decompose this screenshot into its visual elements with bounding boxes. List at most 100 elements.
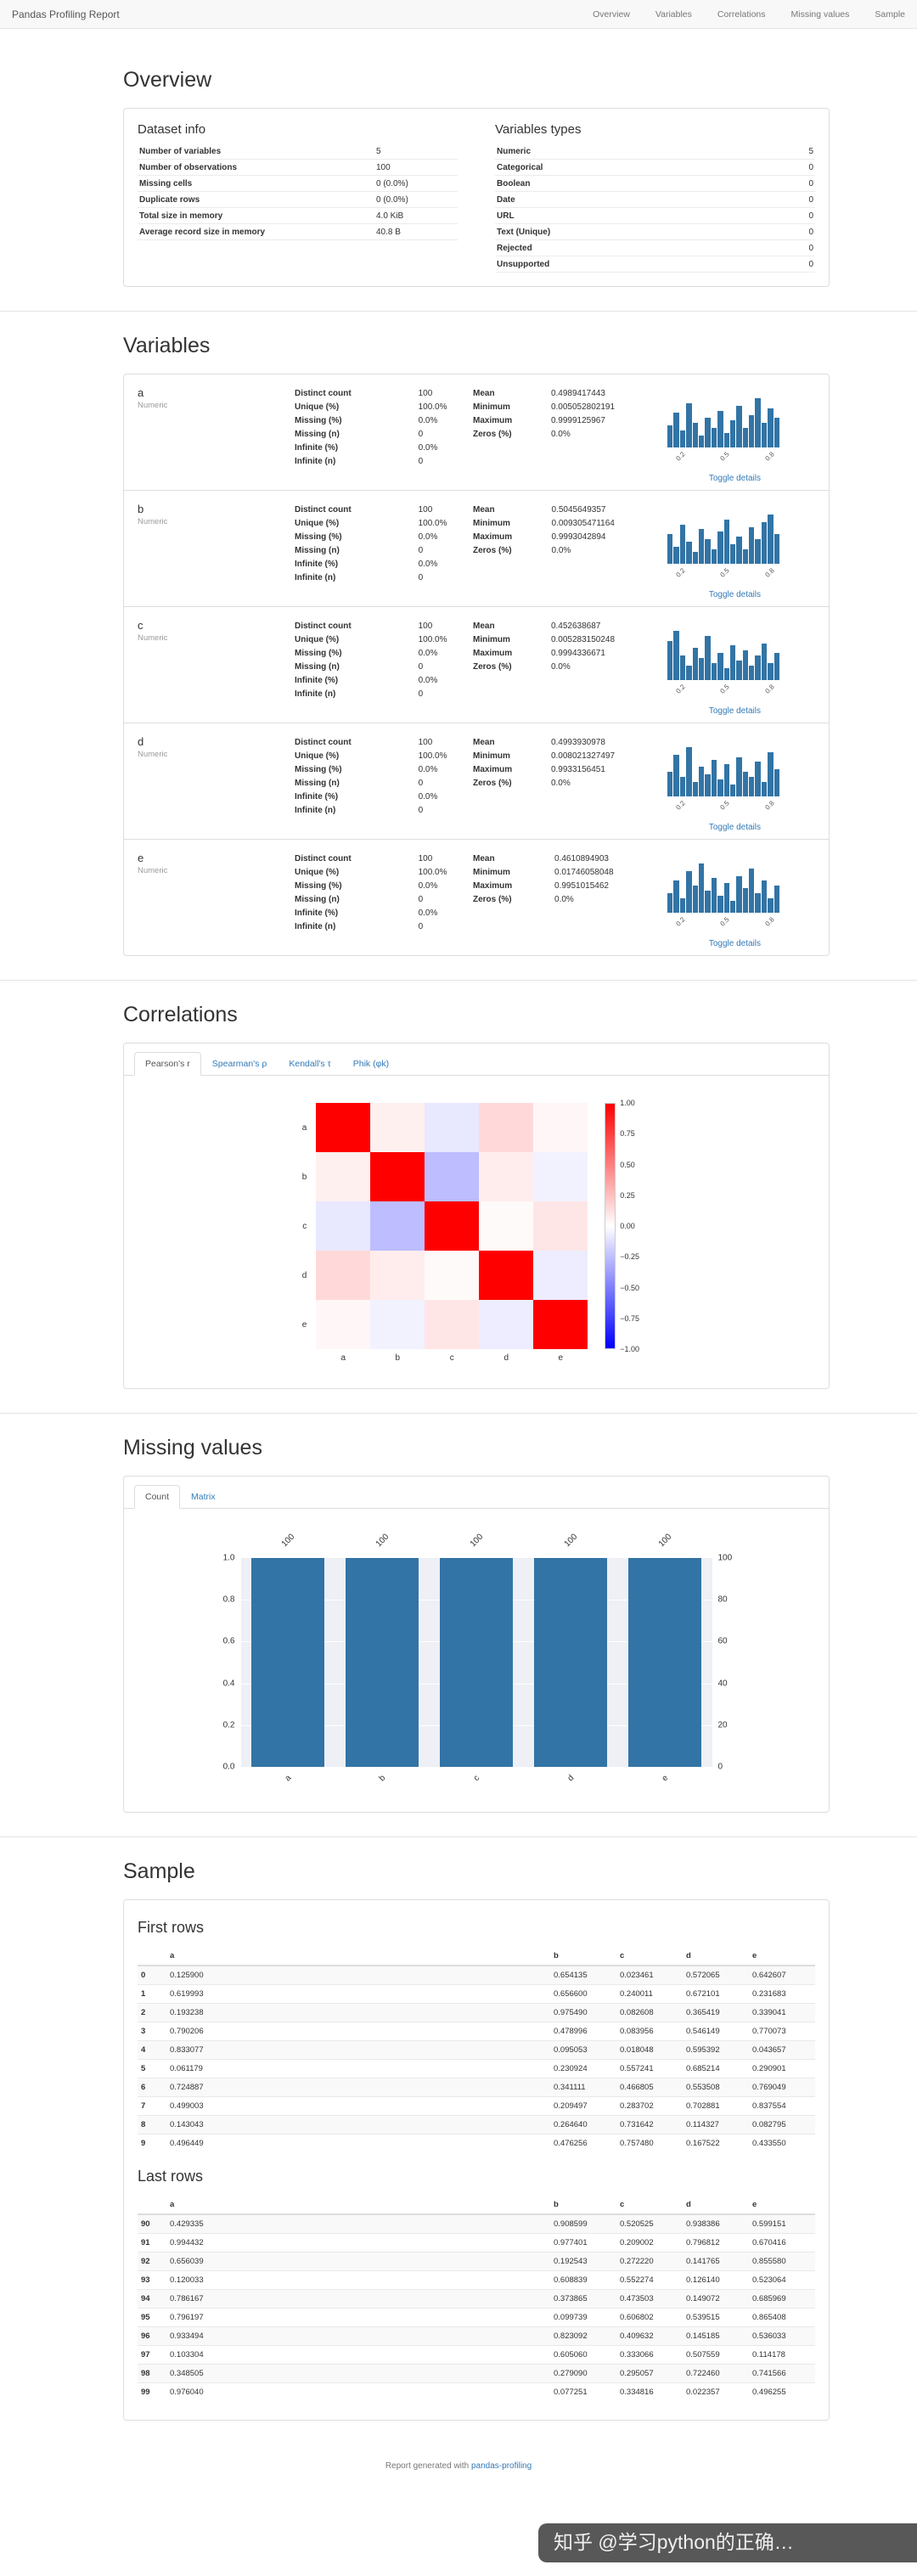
stat-value: 0 [418,429,424,439]
table-row: 98 0.348505 0.279090 0.295057 0.722460 0.7415… [138,2364,815,2383]
info-row: Text (Unique) 0 [495,223,815,240]
heatmap-cell [370,1201,425,1251]
info-value: 0 [731,207,815,224]
cell: 0.409632 [620,2331,654,2341]
cell: 0.120033 [170,2275,204,2285]
variable-stats-table-1: Distinct count 100 Unique (%) 100.0% Missing… [295,503,473,584]
cell: 0.279090 [554,2369,588,2378]
stat-label: Missing (n) [295,778,340,788]
cell: 0.125900 [170,1971,204,1980]
histogram-bar [749,415,755,447]
variable-name-col: d Numeric [138,735,295,817]
histogram-ticks: 0.2 0.5 0.8 [674,450,775,462]
stat-value: 0 [418,921,424,931]
heatmap-col-label: a [340,1353,346,1363]
nav-link-sample[interactable]: Sample [875,8,905,20]
tab-matrix[interactable]: Matrix [191,1492,216,1502]
cell: 0.339041 [752,2008,786,2017]
toggle-details-button[interactable]: Toggle details [708,474,761,483]
histogram-ticks: 0.2 0.5 0.8 [674,566,775,578]
colorbar-tick-label: −0.75 [620,1313,640,1323]
stat-value: 100.0% [418,751,447,761]
tab-phik-φk[interactable]: Phik (φk) [352,1059,390,1069]
histogram-ticks: 0.2 0.5 0.8 [674,915,776,928]
column-header: e [749,2196,815,2215]
toggle-details-button[interactable]: Toggle details [708,939,761,948]
cell: 0.654135 [554,1971,588,1980]
tab-kendall-s-τ[interactable]: Kendall's τ [289,1059,331,1069]
info-row: Numeric 5 [495,143,815,160]
cell: 0.908599 [554,2219,588,2229]
cell: 0.373865 [554,2294,588,2303]
stat-value: 0.0% [418,908,438,918]
heatmap-row-label: a [301,1122,307,1133]
variable-name: a [138,386,144,399]
cell: 0.552274 [620,2275,654,2285]
variables-types-table: Numeric 5 Categorical 0 Boolean 0 Date 0 URL 0 Tex… [495,143,815,273]
info-row: Average record size in memory 40.8 B [138,223,458,240]
nav-link-overview[interactable]: Overview [593,8,630,20]
info-label: Boolean [495,175,732,192]
histogram-bar [679,430,686,447]
tab-spearman-s-ρ[interactable]: Spearman's ρ [211,1059,267,1069]
histogram-bar [768,662,774,680]
histogram-tick-label: 0.8 [763,915,776,928]
table-row: 96 0.933494 0.823092 0.409632 0.145185 0.5360… [138,2326,815,2346]
stat-row: Infinite (n) 0 [295,803,473,817]
histogram-bar [736,405,742,447]
navbar-brand[interactable]: Pandas Profiling Report [12,8,120,20]
heatmap-cell [425,1300,480,1349]
cell: 0.099739 [554,2313,588,2322]
stat-label: Unique (%) [295,867,340,877]
heatmap-xlabels: a b c d e [316,1353,588,1363]
histogram-bar [692,551,698,564]
tab-count[interactable]: Count [134,1485,181,1509]
histogram-bar [705,418,711,447]
stat-label: Missing (%) [295,415,342,425]
tab-pearson-s-r[interactable]: Pearson's r [134,1052,201,1076]
info-label: Numeric [495,143,732,160]
stat-label: Unique (%) [295,751,340,761]
histogram-bar [686,870,692,913]
heatmap-cell [479,1300,534,1349]
stat-label: Missing (%) [295,880,342,891]
toggle-details-button[interactable]: Toggle details [708,590,761,599]
row-index: 95 [141,2313,150,2322]
info-value: 0 (0.0%) [374,175,458,192]
toggle-details-button[interactable]: Toggle details [708,823,761,832]
colorbar-tick-label: 0.25 [620,1190,635,1200]
stat-row: Distinct count 100 [295,852,473,865]
toggle-details-button[interactable]: Toggle details [708,706,761,716]
footer-text: Report generated with [385,2461,471,2471]
stat-label: Mean [473,504,495,515]
nav-link-variables[interactable]: Variables [655,8,692,20]
stat-row: Infinite (%) 0.0% [295,441,473,454]
stat-row: Minimum 0.005283150248 [473,633,655,646]
pandas-profiling-link[interactable]: pandas-profiling [471,2461,532,2471]
stat-value: 0.005052802191 [550,402,616,412]
nav-link-correlations[interactable]: Correlations [717,8,766,20]
heatmap-cell [479,1103,534,1152]
cell: 0.061179 [170,2064,203,2073]
nav-link-missing-values[interactable]: Missing values [790,8,850,20]
missing-tabs: Count Matrix [124,1476,829,1509]
heatmap-cell [425,1152,480,1201]
colorbar-tick-label: 0.50 [620,1160,635,1169]
info-value: 0 (0.0%) [374,191,458,208]
cell: 0.209002 [620,2238,654,2247]
histogram-bar [711,662,717,680]
stat-value: 0.0% [418,648,438,658]
info-label: Number of variables [138,143,374,160]
variable-histogram-col: 0.2 0.5 0.8 [655,503,815,584]
stat-row: Infinite (%) 0.0% [295,557,473,571]
variables-section: Variables a Numeric Distinct count 100 Uniqu… [123,334,830,956]
variable-row: c Numeric Distinct count 100 Unique (%) 100.0… [124,606,829,723]
heatmap-cell [425,1103,480,1152]
column-header: c [616,2196,683,2215]
colorbar-tick-label: −0.25 [620,1252,640,1262]
histogram-bar [717,779,723,796]
cell: 0.606802 [620,2313,654,2322]
table-row: 2 0.193238 0.975490 0.082608 0.365419 0.33904… [138,2003,815,2022]
cell: 0.272220 [620,2257,654,2266]
